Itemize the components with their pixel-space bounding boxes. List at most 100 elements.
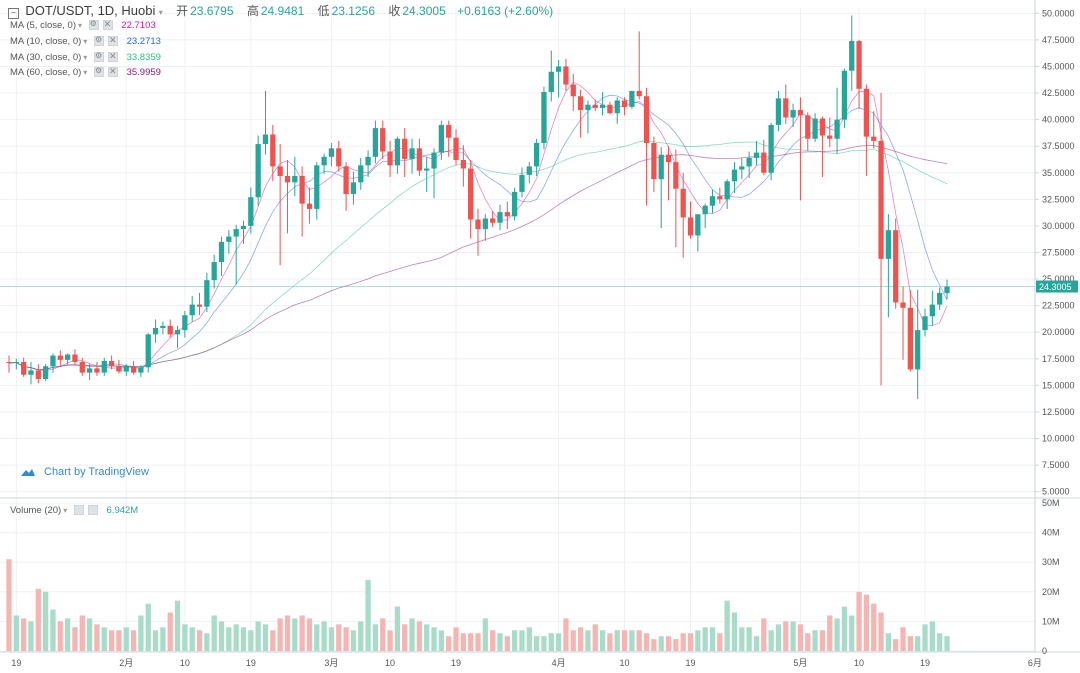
candle-body <box>731 169 738 182</box>
tradingview-branding[interactable]: Chart by TradingView <box>20 466 149 478</box>
ma-label: MA (60, close, 0) <box>10 67 82 78</box>
ma-indicator-10[interactable]: MA (10, close, 0)▾ 23.2713 <box>10 35 161 47</box>
time-tick-label: 2月 <box>119 658 133 668</box>
candle <box>841 68 848 129</box>
candle-body <box>43 366 49 380</box>
dropdown-icon[interactable]: ▾ <box>83 53 88 62</box>
last-price-label: 24.3005 <box>1039 282 1072 292</box>
candle <box>160 321 166 335</box>
candle <box>409 138 415 174</box>
volume-bar <box>658 636 664 651</box>
price-tick-label: 50.0000 <box>1042 8 1075 18</box>
volume-bar <box>446 636 452 651</box>
symbol-menu-icon[interactable]: ▾ <box>158 8 163 17</box>
volume-bar <box>533 636 540 651</box>
candle-body <box>783 98 789 118</box>
settings-icon[interactable] <box>73 505 84 516</box>
volume-bar <box>416 621 423 651</box>
ma-label: MA (10, close, 0) <box>10 36 82 47</box>
volume-bar <box>262 624 269 651</box>
volume-bar <box>64 618 71 651</box>
volume-bar <box>365 579 371 651</box>
candle-body <box>937 292 943 305</box>
volume-bar <box>101 627 107 651</box>
candle-body <box>277 166 283 176</box>
candle-body <box>233 229 239 237</box>
volume-bar <box>717 633 723 651</box>
dropdown-icon[interactable]: ▾ <box>83 37 88 46</box>
volume-bar <box>636 630 642 651</box>
time-tick-label: 19 <box>686 658 696 668</box>
candle-body <box>204 280 210 307</box>
close-icon[interactable] <box>107 51 118 63</box>
close-icon[interactable] <box>107 66 118 78</box>
settings-icon[interactable] <box>93 35 104 47</box>
close-icon[interactable] <box>102 19 113 31</box>
volume-indicator[interactable]: Volume (20) ▾ 6.942M <box>10 505 138 516</box>
volume-bar <box>563 618 569 651</box>
candle-body <box>878 140 884 259</box>
candle-body <box>130 366 137 373</box>
candle <box>937 287 943 310</box>
candle <box>248 187 254 234</box>
candle <box>907 289 913 372</box>
candle-body <box>856 40 862 89</box>
ma-label: MA (5, close, 0) <box>10 20 76 31</box>
candle <box>548 50 554 102</box>
volume-bar <box>240 627 247 651</box>
candle <box>460 145 466 187</box>
settings-icon[interactable] <box>93 66 104 78</box>
candle-body <box>702 205 708 215</box>
low-value: 23.1256 <box>331 4 375 18</box>
candle <box>577 89 584 138</box>
candle <box>834 87 840 154</box>
candle <box>240 220 247 244</box>
volume-bar <box>944 636 950 651</box>
ma-indicator-30[interactable]: MA (30, close, 0)▾ 33.8359 <box>10 51 161 63</box>
symbol-title[interactable]: DOT/USDT, 1D, Huobi <box>25 3 156 18</box>
candle <box>101 357 107 376</box>
volume-bar <box>570 630 576 651</box>
dropdown-icon[interactable]: ▾ <box>63 506 68 515</box>
dropdown-icon[interactable]: ▾ <box>83 68 88 77</box>
candle <box>651 136 657 192</box>
candle-body <box>849 40 855 71</box>
volume-bar <box>900 627 906 651</box>
candle-body <box>226 236 232 242</box>
dropdown-icon[interactable]: ▾ <box>78 21 83 30</box>
candle-body <box>189 304 195 316</box>
price-tick-label: 40.0000 <box>1042 115 1075 125</box>
time-tick-label: 19 <box>451 658 461 668</box>
candle-body <box>841 70 848 120</box>
candle <box>849 15 855 91</box>
volume-bar <box>651 639 657 651</box>
moving-average-lines <box>8 81 948 371</box>
close-icon[interactable] <box>107 35 118 47</box>
ma-indicator-60[interactable]: MA (60, close, 0)▾ 35.9959 <box>10 66 161 78</box>
volume-bar <box>152 630 159 651</box>
candle <box>28 361 34 385</box>
candle-body <box>468 168 474 220</box>
candle <box>827 117 833 148</box>
collapse-icon[interactable]: − <box>8 8 19 19</box>
volume-bar <box>490 630 496 651</box>
candle-body <box>519 174 525 192</box>
ma-indicator-5[interactable]: MA (5, close, 0)▾ 22.7103 <box>10 19 156 31</box>
ma-value: 35.9959 <box>126 67 161 78</box>
candle-body <box>533 143 540 167</box>
candle <box>306 187 313 224</box>
candle <box>438 120 444 161</box>
settings-icon[interactable] <box>88 19 99 31</box>
settings-icon[interactable] <box>93 51 104 63</box>
volume-bar <box>526 627 532 651</box>
close-icon[interactable] <box>87 505 98 516</box>
candle <box>915 289 921 400</box>
time-tick-label: 5月 <box>793 658 807 668</box>
candle-body <box>636 90 642 97</box>
candle-body <box>314 165 320 209</box>
candle-body <box>152 327 159 335</box>
candle-body <box>504 212 510 217</box>
candle <box>116 359 122 374</box>
candle <box>431 148 437 199</box>
